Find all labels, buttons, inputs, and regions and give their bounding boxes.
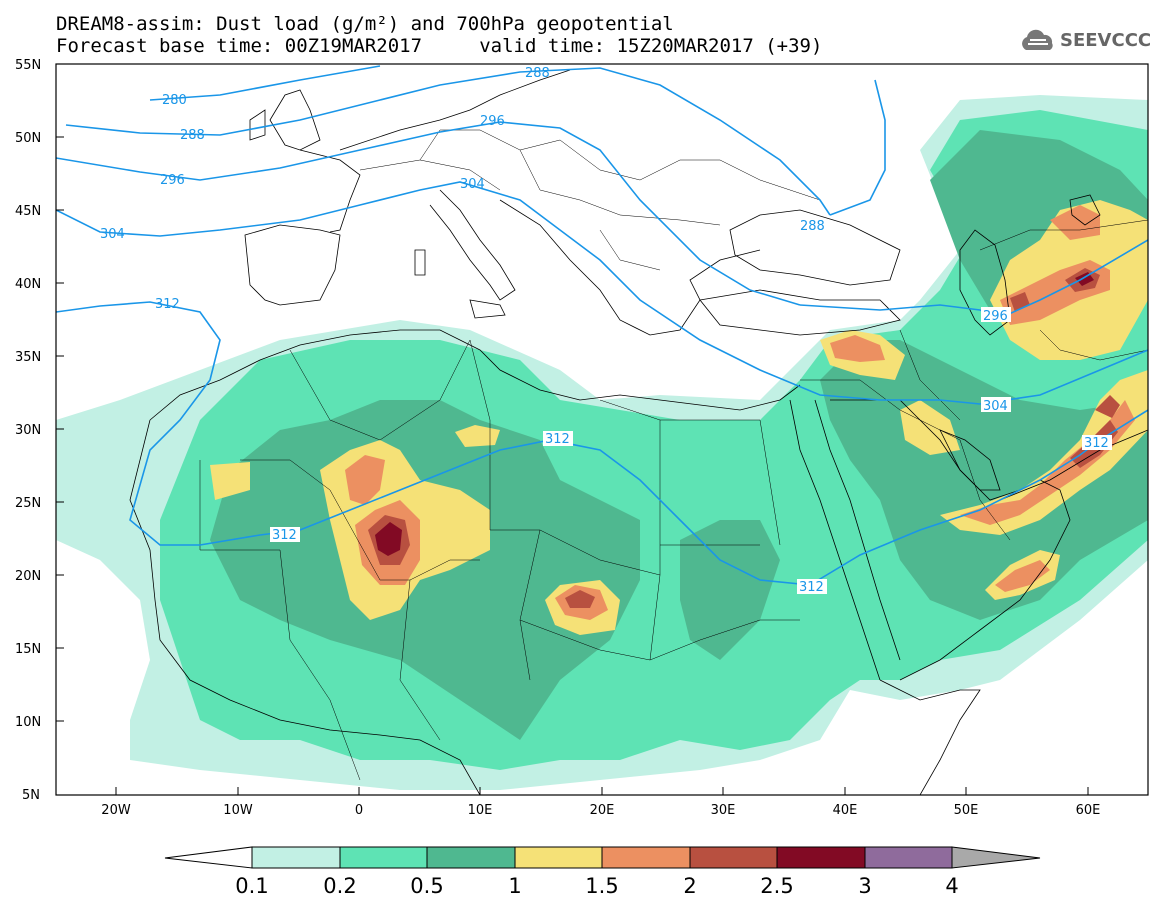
- lat-label: 55N: [15, 58, 41, 73]
- contour-labels: 280 288 296 304 312 288 296 288 304 296 …: [100, 66, 1112, 595]
- dust-level-2: [1095, 395, 1120, 418]
- dust-level-1: [455, 425, 500, 447]
- contour-label: 312: [1084, 436, 1109, 451]
- dust-level-1: [210, 462, 250, 500]
- colorbar: 0.1 0.2 0.5 1 1.5 2 2.5 3 4: [164, 846, 1041, 898]
- lon-label: 20W: [101, 803, 131, 818]
- colorbar-swatch: [776, 846, 866, 869]
- colorbar-swatch: [601, 846, 691, 869]
- country-borders: [199, 129, 1148, 781]
- colorbar-label: 3: [858, 874, 871, 898]
- lat-label: 10N: [15, 715, 41, 730]
- contour-label: 312: [155, 297, 180, 312]
- cloud-icon: [1022, 29, 1053, 50]
- contour-label: 304: [100, 227, 125, 242]
- contour-label: 296: [480, 114, 505, 129]
- contour-label: 288: [525, 66, 550, 81]
- contour-label: 312: [799, 580, 824, 595]
- dust-level-1.5: [1050, 205, 1100, 240]
- colorbar-swatch: [426, 846, 516, 869]
- colorbar-label: 2: [683, 874, 696, 898]
- lat-label: 30N: [15, 423, 41, 438]
- colorbar-label: 4: [945, 874, 958, 898]
- dust-level-1.5: [830, 335, 885, 362]
- dust-level-1: [940, 370, 1148, 535]
- coastlines: [129, 69, 1148, 795]
- contour-label: 312: [545, 432, 570, 447]
- axis-ticks: [56, 63, 1089, 795]
- contour-label: 288: [180, 128, 205, 143]
- lat-label: 45N: [15, 204, 41, 219]
- lat-label: 20N: [15, 569, 41, 584]
- lat-label: 15N: [15, 642, 41, 657]
- dust-level-1.5: [995, 560, 1050, 592]
- lat-label: 40N: [15, 277, 41, 292]
- lon-label: 10W: [223, 803, 253, 818]
- lon-label: 20E: [590, 803, 615, 818]
- colorbar-label: 0.1: [235, 874, 268, 898]
- lat-label: 25N: [15, 496, 41, 511]
- contour-label: 280: [162, 93, 187, 108]
- dust-level-1: [900, 400, 960, 455]
- map-title: DREAM8-assim: Dust load (g/m²) and 700hP…: [56, 13, 674, 35]
- lat-label: 5N: [22, 788, 40, 803]
- colorbar-label: 1.5: [585, 874, 618, 898]
- contour-label: 304: [983, 399, 1008, 414]
- contour-label: 312: [272, 528, 297, 543]
- contour-label: 296: [983, 309, 1008, 324]
- lat-label: 35N: [15, 350, 41, 365]
- lon-label: 50E: [954, 803, 979, 818]
- seevccc-logo: SEEVCCC: [1018, 28, 1158, 56]
- colorbar-swatch: [251, 846, 341, 869]
- dust-level-2.5: [375, 522, 402, 556]
- dust-level-2.5: [1075, 272, 1094, 286]
- lon-label: 30E: [711, 803, 736, 818]
- colorbar-swatch: [514, 846, 603, 869]
- lon-label: 40E: [833, 803, 858, 818]
- lon-label: 10E: [468, 803, 493, 818]
- colorbar-label: 0.2: [323, 874, 356, 898]
- dust-level-0.5: [680, 520, 780, 660]
- logo-text: SEEVCCC: [1060, 30, 1152, 51]
- latitude-labels: 55N 50N 45N 40N 35N 30N 25N 20N 15N 10N …: [15, 58, 41, 803]
- lon-label: 0: [355, 803, 363, 818]
- dust-level-1.5: [960, 400, 1135, 525]
- forecast-time-subtitle: Forecast base time: 00Z19MAR2017 valid t…: [56, 35, 823, 57]
- contour-label: 296: [160, 173, 185, 188]
- lat-label: 50N: [15, 131, 41, 146]
- dust-field: [56, 69, 1148, 795]
- dust-level-1.5: [345, 455, 385, 505]
- colorbar-label: 0.5: [410, 874, 443, 898]
- colorbar-label: 2.5: [760, 874, 793, 898]
- dust-level-2: [565, 590, 595, 608]
- longitude-labels: 20W 10W 0 10E 20E 30E 40E 50E 60E: [101, 803, 1100, 818]
- colorbar-under-arrow: [164, 846, 253, 869]
- geopotential-contours: [56, 65, 1148, 586]
- colorbar-over-arrow: [951, 846, 1041, 869]
- contour-label: 288: [800, 219, 825, 234]
- colorbar-swatch: [864, 846, 953, 869]
- colorbar-swatch: [339, 846, 428, 869]
- contour-label: 304: [460, 177, 485, 192]
- colorbar-label: 1: [508, 874, 521, 898]
- colorbar-swatch: [689, 846, 778, 869]
- lon-label: 60E: [1076, 803, 1101, 818]
